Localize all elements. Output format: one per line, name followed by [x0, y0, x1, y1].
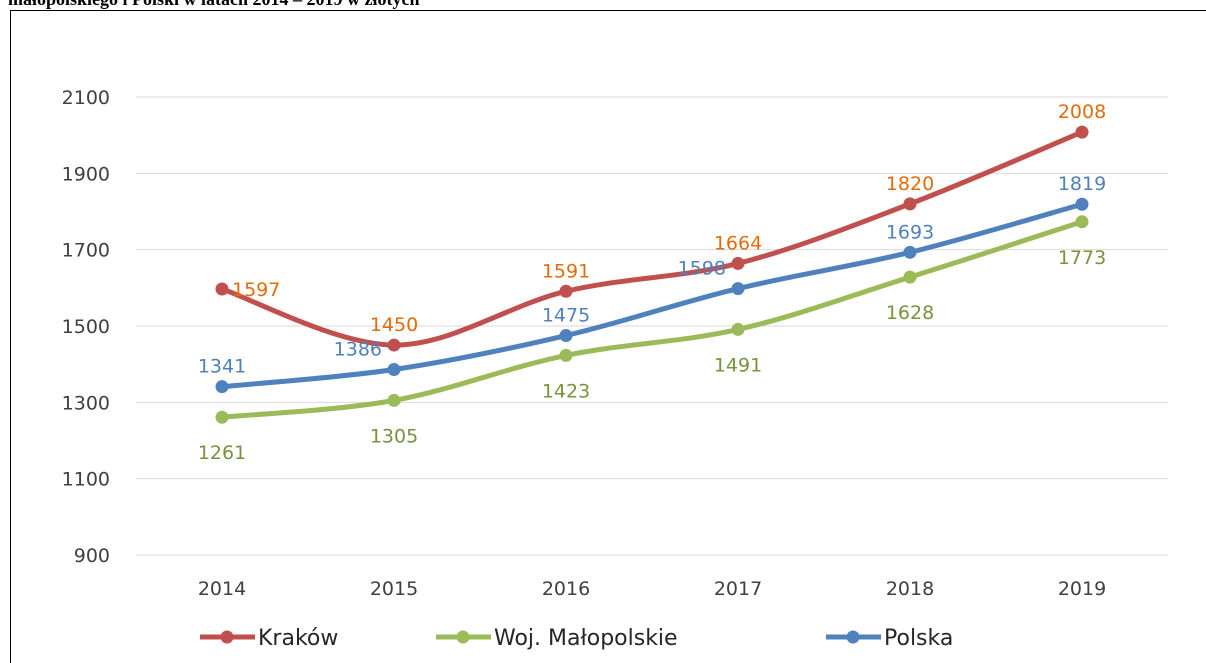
- data-point: [215, 282, 229, 296]
- series-line: [219, 219, 1085, 420]
- data-label: 1475: [542, 305, 590, 327]
- data-label: 1597: [232, 279, 280, 301]
- y-tick-label: 900: [74, 545, 110, 567]
- x-tick-label: 2017: [714, 578, 762, 600]
- legend-marker: [220, 630, 234, 644]
- x-tick-label: 2019: [1058, 578, 1106, 600]
- data-point: [903, 245, 917, 259]
- data-label: 1261: [198, 442, 246, 464]
- x-tick-label: 2018: [886, 578, 934, 600]
- data-point: [1075, 125, 1089, 139]
- data-point: [903, 270, 917, 284]
- data-label: 1628: [886, 302, 934, 324]
- legend-label: Woj. Małopolskie: [494, 626, 678, 651]
- legend-marker: [846, 630, 860, 644]
- chart-title: małopolskiego i Polski w latach 2014 – 2…: [8, 0, 420, 9]
- data-point: [731, 282, 745, 296]
- data-point: [1075, 197, 1089, 211]
- y-tick-label: 2100: [62, 87, 110, 109]
- x-tick-label: 2016: [542, 578, 590, 600]
- legend-label: Kraków: [258, 626, 338, 651]
- data-point: [903, 197, 917, 211]
- data-label: 1820: [886, 173, 934, 195]
- y-tick-label: 1300: [62, 392, 110, 414]
- chart-border: [10, 10, 1206, 663]
- series-line: [219, 201, 1085, 390]
- data-label: 1598: [678, 258, 726, 280]
- data-point: [559, 329, 573, 343]
- data-point: [387, 363, 401, 377]
- data-point: [731, 256, 745, 270]
- data-label: 1423: [542, 380, 590, 402]
- x-tick-label: 2014: [198, 578, 246, 600]
- data-point: [1075, 215, 1089, 229]
- data-point: [215, 410, 229, 424]
- data-point: [731, 322, 745, 336]
- data-label: 1386: [334, 339, 382, 361]
- data-label: 1591: [542, 260, 590, 282]
- data-label: 1450: [370, 314, 418, 336]
- y-tick-label: 1700: [62, 240, 110, 262]
- data-point: [559, 348, 573, 362]
- x-tick-label: 2015: [370, 578, 418, 600]
- legend-marker: [456, 630, 470, 644]
- legend-label: Polska: [884, 626, 953, 651]
- data-label: 1341: [198, 356, 246, 378]
- data-point: [215, 380, 229, 394]
- data-label: 1773: [1058, 247, 1106, 269]
- data-point: [387, 338, 401, 352]
- data-point: [387, 393, 401, 407]
- data-label: 1693: [886, 221, 934, 243]
- y-tick-label: 1500: [62, 316, 110, 338]
- data-label: 2008: [1058, 101, 1106, 123]
- data-label: 1819: [1058, 173, 1106, 195]
- data-point: [559, 284, 573, 298]
- y-tick-label: 1100: [62, 469, 110, 491]
- data-label: 1491: [714, 354, 762, 376]
- y-tick-label: 1900: [62, 163, 110, 185]
- series-line: [219, 129, 1085, 348]
- data-label: 1664: [714, 232, 762, 254]
- data-label: 1305: [370, 425, 418, 447]
